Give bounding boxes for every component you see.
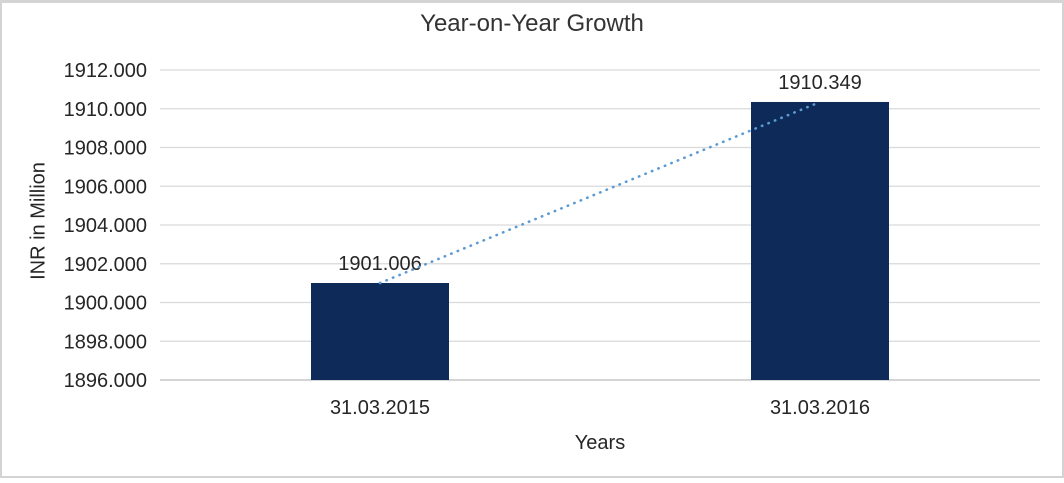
y-tick-label: 1912.000 (64, 60, 147, 82)
trendline (378, 100, 822, 285)
y-tick-label: 1898.000 (64, 331, 147, 353)
x-category-label: 31.03.2015 (330, 397, 430, 419)
y-tick-label: 1906.000 (64, 176, 147, 198)
bar (311, 283, 449, 380)
y-tick-label: 1908.000 (64, 138, 147, 160)
y-tick-label: 1910.000 (64, 99, 147, 121)
x-category-label: 31.03.2016 (770, 397, 870, 419)
chart-title: Year-on-Year Growth (420, 10, 644, 37)
data-label: 1901.006 (338, 253, 421, 275)
y-tick-label: 1896.000 (64, 370, 147, 392)
y-tick-label: 1902.000 (64, 254, 147, 276)
y-tick-label: 1900.000 (64, 293, 147, 315)
data-label: 1910.349 (778, 72, 861, 94)
x-axis-title: Years (574, 432, 626, 454)
y-tick-label: 1904.000 (64, 215, 147, 237)
bar (751, 101, 889, 380)
